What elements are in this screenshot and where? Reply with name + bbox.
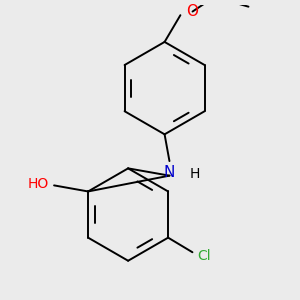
Text: N: N (164, 165, 175, 180)
Text: O: O (187, 4, 199, 19)
Text: H: H (190, 167, 200, 181)
Text: HO: HO (28, 177, 49, 191)
Text: Cl: Cl (197, 249, 211, 263)
